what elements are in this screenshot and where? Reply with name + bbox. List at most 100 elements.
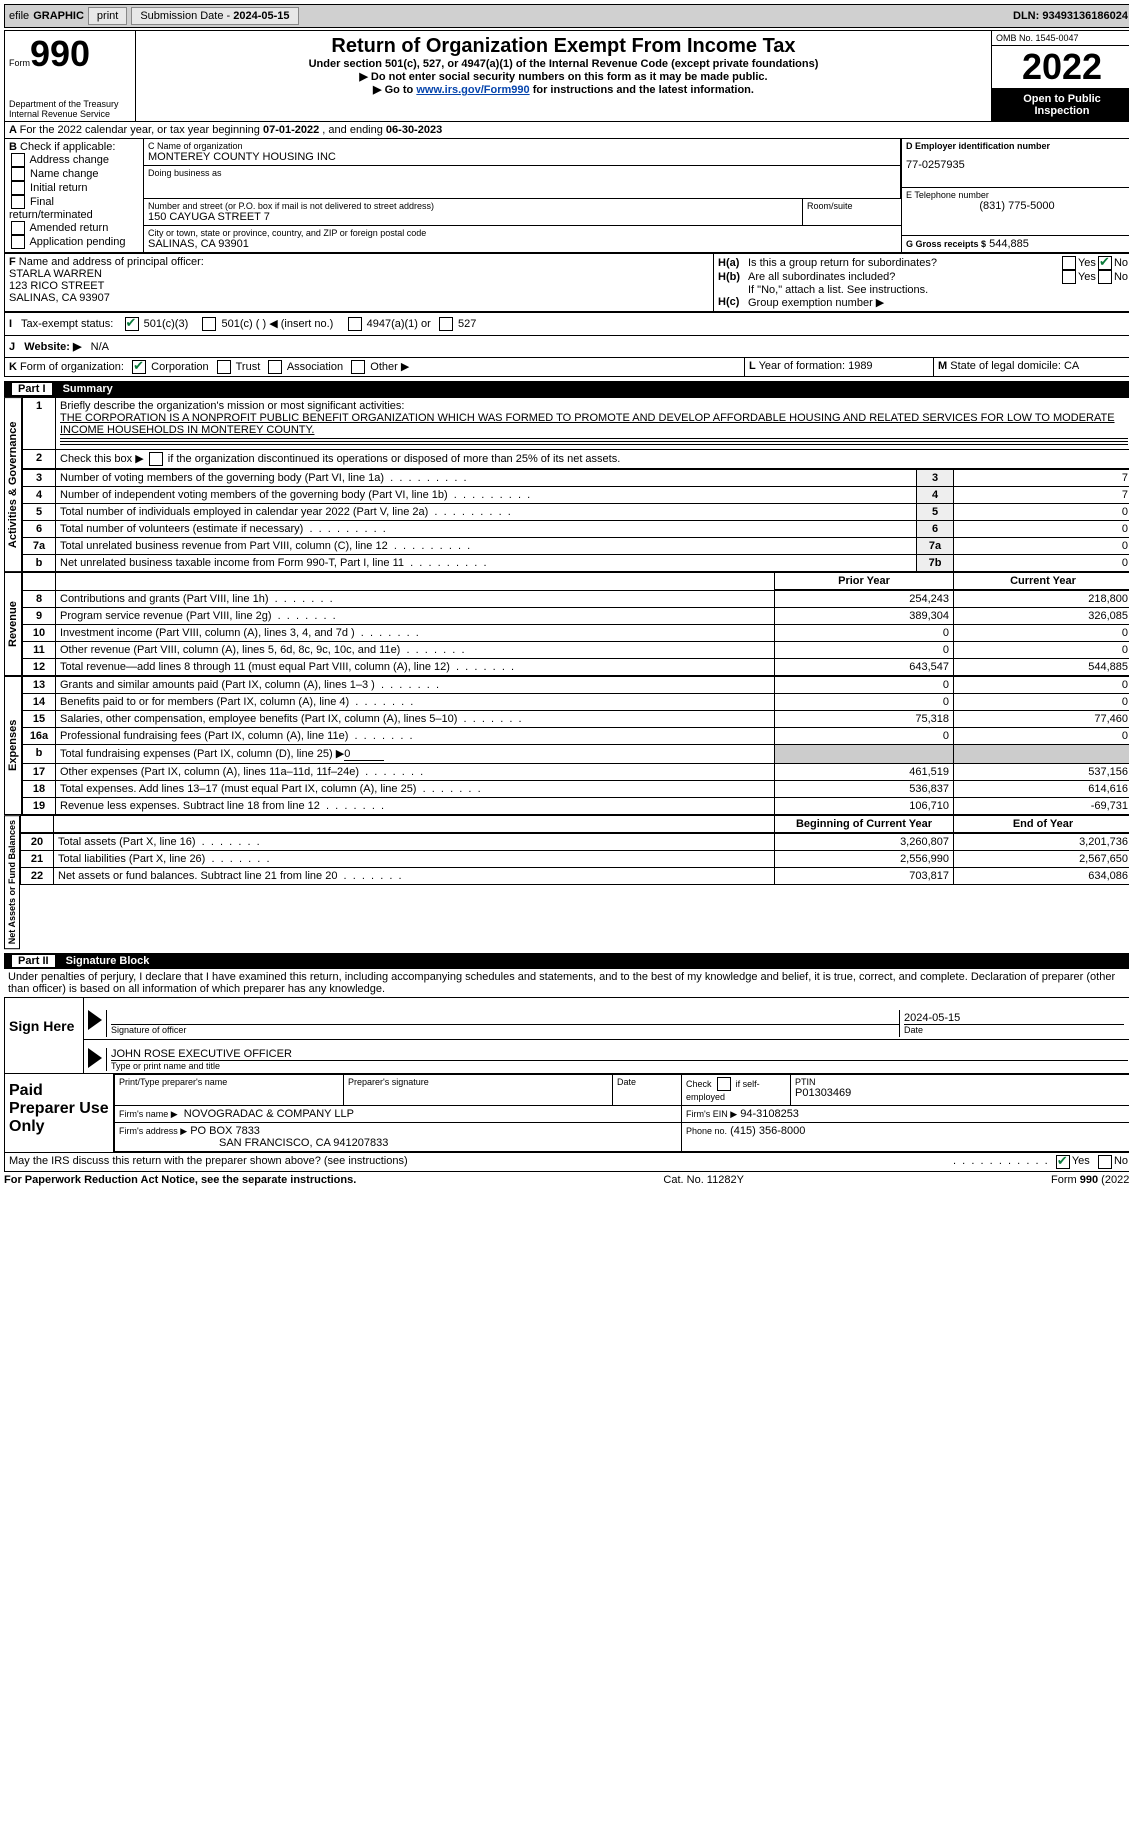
officer-name: STARLA WARREN: [9, 268, 102, 280]
b-check[interactable]: [11, 221, 25, 235]
form-990: 990: [30, 33, 90, 74]
sign-here: Sign Here: [9, 1018, 79, 1034]
efile-label: efile: [9, 10, 29, 22]
hc-text: Group exemption number ▶: [748, 296, 884, 309]
side-na: Net Assets or Fund Balances: [4, 815, 20, 949]
domicile: CA: [1064, 360, 1079, 372]
mission: THE CORPORATION IS A NONPROFIT PUBLIC BE…: [60, 412, 1115, 436]
side-rev: Revenue: [4, 572, 22, 676]
section-b-g: B Check if applicable: Address change Na…: [4, 139, 1129, 254]
submission-date: Submission Date - 2024-05-15: [131, 7, 298, 25]
g-label: G Gross receipts $: [906, 239, 986, 249]
sign-here-block: Sign Here Signature of officer 2024-05-1…: [4, 998, 1129, 1074]
open-inspection: Open to Public Inspection: [992, 89, 1129, 121]
sig-date: 2024-05-15: [904, 1012, 1124, 1025]
street: 150 CAYUGA STREET 7: [148, 211, 798, 223]
form-header: Form990 Department of the Treasury Inter…: [4, 30, 1129, 122]
gross-receipts: 544,885: [989, 238, 1029, 250]
arrow-icon: [88, 1048, 102, 1068]
line-j: J Website: ▶ N/A: [4, 336, 1129, 358]
ha-text: Is this a group return for subordinates?: [748, 257, 1060, 269]
b-check[interactable]: [11, 153, 25, 167]
line-klm: K Form of organization: Corporation Trus…: [4, 358, 1129, 377]
l2-check[interactable]: [149, 452, 163, 466]
firm-name: NOVOGRADAC & COMPANY LLP: [184, 1108, 354, 1120]
irs: Internal Revenue Service: [9, 109, 131, 119]
i-527[interactable]: [439, 317, 453, 331]
city: SALINAS, CA 93901: [148, 238, 897, 250]
b-check[interactable]: [11, 195, 25, 209]
hb-note: If "No," attach a list. See instructions…: [718, 284, 1128, 296]
revenue-section: Revenue Prior Year Current Year 8Contrib…: [4, 572, 1129, 676]
part2-header: Part II Signature Block: [4, 953, 1129, 969]
part1-header: Part I Summary: [4, 381, 1129, 397]
section-f-h: F Name and address of principal officer:…: [4, 254, 1129, 313]
netassets-section: Net Assets or Fund Balances Beginning of…: [4, 815, 1129, 949]
dba-label: Doing business as: [148, 168, 896, 178]
top-bar: efile GRAPHIC print Submission Date - 20…: [4, 4, 1129, 28]
city-label: City or town, state or province, country…: [148, 228, 897, 238]
side-exp: Expenses: [4, 676, 22, 815]
b-check[interactable]: [11, 235, 25, 249]
line-a: A For the 2022 calendar year, or tax yea…: [4, 122, 1129, 139]
graphic-label: GRAPHIC: [33, 10, 84, 22]
i-501c[interactable]: [202, 317, 216, 331]
k-trust[interactable]: [217, 360, 231, 374]
form-sub1: Under section 501(c), 527, or 4947(a)(1)…: [140, 58, 987, 70]
form-title: Return of Organization Exempt From Incom…: [140, 35, 987, 58]
self-emp-check[interactable]: [717, 1077, 731, 1091]
line-i: I Tax-exempt status: 501(c)(3) 501(c) ( …: [4, 313, 1129, 336]
hb-yes[interactable]: [1062, 270, 1076, 284]
org-name: MONTEREY COUNTY HOUSING INC: [148, 151, 896, 163]
cat-no: Cat. No. 11282Y: [663, 1174, 744, 1186]
side-ag: Activities & Governance: [4, 397, 22, 572]
part1-body: Activities & Governance 1 Briefly descri…: [4, 397, 1129, 572]
k-other[interactable]: [351, 360, 365, 374]
sig-name: JOHN ROSE EXECUTIVE OFFICER: [111, 1048, 1128, 1061]
paid-label: Paid Preparer Use Only: [9, 1082, 109, 1136]
b-check[interactable]: [11, 181, 25, 195]
discuss-yes[interactable]: [1056, 1155, 1070, 1169]
firm-addr2: SAN FRANCISCO, CA 941207833: [219, 1137, 388, 1149]
i-501c3[interactable]: [125, 317, 139, 331]
irs-link[interactable]: www.irs.gov/Form990: [416, 84, 529, 96]
footer: For Paperwork Reduction Act Notice, see …: [4, 1172, 1129, 1188]
form-sub2: ▶ Do not enter social security numbers o…: [140, 70, 987, 83]
arrow-icon: [88, 1010, 102, 1030]
ein: 77-0257935: [906, 159, 1128, 171]
k-assoc[interactable]: [268, 360, 282, 374]
ha-yes[interactable]: [1062, 256, 1076, 270]
ha-no[interactable]: [1098, 256, 1112, 270]
c-name-label: C Name of organization: [148, 141, 896, 151]
k-corp[interactable]: [132, 360, 146, 374]
declaration: Under penalties of perjury, I declare th…: [4, 969, 1129, 998]
ptin: P01303469: [795, 1087, 1127, 1099]
form-foot: Form 990 (2022): [1051, 1174, 1129, 1186]
phone: (831) 775-5000: [906, 200, 1128, 212]
discuss-row: May the IRS discuss this return with the…: [4, 1153, 1129, 1172]
firm-ein: 94-3108253: [740, 1108, 799, 1120]
i-4947[interactable]: [348, 317, 362, 331]
street-label: Number and street (or P.O. box if mail i…: [148, 201, 798, 211]
expenses-section: Expenses 13Grants and similar amounts pa…: [4, 676, 1129, 815]
dept-treasury: Department of the Treasury: [9, 99, 131, 109]
room-label: Room/suite: [807, 201, 897, 211]
b-check[interactable]: [11, 167, 25, 181]
hb-text: Are all subordinates included?: [748, 271, 1060, 283]
year-formed: 1989: [848, 360, 872, 372]
discuss-no[interactable]: [1098, 1155, 1112, 1169]
firm-addr1: PO BOX 7833: [190, 1125, 260, 1137]
sig-officer-label: Signature of officer: [111, 1025, 899, 1035]
d-label: D Employer identification number: [906, 141, 1128, 151]
officer-addr1: 123 RICO STREET: [9, 280, 104, 292]
form-word: Form: [9, 58, 30, 68]
dln: DLN: 93493136186024: [1013, 10, 1128, 22]
print-button[interactable]: print: [88, 7, 127, 25]
tax-year: 2022: [992, 46, 1129, 89]
e-label: E Telephone number: [906, 190, 1128, 200]
hb-no[interactable]: [1098, 270, 1112, 284]
website: N/A: [91, 341, 109, 353]
form-sub3: ▶ Go to www.irs.gov/Form990 for instruct…: [140, 83, 987, 96]
firm-phone: (415) 356-8000: [730, 1125, 805, 1137]
officer-addr2: SALINAS, CA 93907: [9, 292, 110, 304]
